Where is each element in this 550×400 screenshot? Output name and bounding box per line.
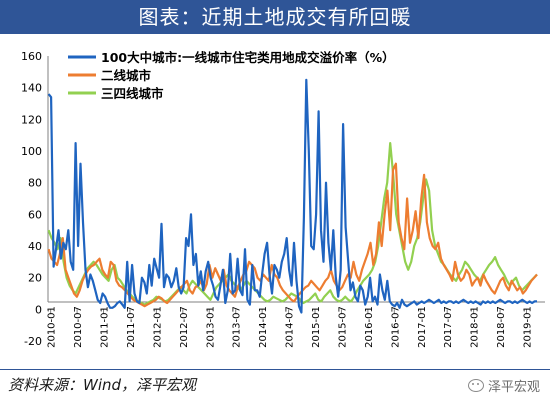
x-tick-label: 2018-01 bbox=[470, 306, 481, 348]
x-tick-label: 2017-07 bbox=[443, 306, 454, 348]
y-axis: -20 0 20 40 60 80 100 120 140 160 bbox=[21, 50, 49, 348]
x-tick-label: 2016-07 bbox=[390, 306, 401, 348]
legend-item-tier100: 100大中城市:一线城市住宅类用地成交溢价率（%） bbox=[68, 50, 395, 65]
title-bar bbox=[0, 0, 550, 34]
watermark: 泽平宏观 bbox=[467, 376, 540, 395]
series-line-tier100 bbox=[47, 78, 537, 314]
y-tick-label: 0 bbox=[35, 303, 42, 316]
y-tick-label: 140 bbox=[21, 82, 42, 95]
x-tick-label: 2014-07 bbox=[285, 306, 296, 348]
watermark-text: 泽平宏观 bbox=[487, 380, 540, 395]
x-axis: 2010-01 2010-07 2011-01 2011-07 2012-01 2012-… bbox=[47, 301, 545, 348]
legend-item-tier34: 三四线城市 bbox=[68, 86, 164, 101]
x-tick-label: 2010-01 bbox=[47, 306, 58, 348]
y-tick-label: 120 bbox=[21, 113, 42, 126]
y-tick-label: 60 bbox=[28, 208, 42, 221]
legend-label-tier100: 100大中城市:一线城市住宅类用地成交溢价率（%） bbox=[101, 50, 395, 65]
x-tick-label: 2010-07 bbox=[73, 306, 84, 348]
y-tick-label: 100 bbox=[21, 145, 42, 158]
x-tick-label: 2016-01 bbox=[364, 306, 375, 348]
legend-item-tier2: 二线城市 bbox=[68, 68, 152, 83]
legend: 100大中城市:一线城市住宅类用地成交溢价率（%） 二线城市 三四线城市 bbox=[68, 50, 395, 101]
wechat-icon bbox=[467, 379, 484, 392]
x-tick-label: 2014-01 bbox=[258, 306, 269, 348]
x-tick-label: 2015-01 bbox=[311, 306, 322, 348]
x-tick-label: 2012-01 bbox=[152, 306, 163, 348]
footer-divider bbox=[0, 369, 550, 370]
page-title: 图表：近期土地成交有所回暖 bbox=[138, 5, 412, 29]
y-tick-label: 40 bbox=[28, 240, 42, 253]
legend-label-tier2: 二线城市 bbox=[101, 68, 152, 83]
x-tick-label: 2013-07 bbox=[232, 306, 243, 348]
x-tick-label: 2011-01 bbox=[100, 306, 111, 348]
y-tick-label: 20 bbox=[28, 272, 42, 285]
y-tick-label: -20 bbox=[24, 335, 42, 348]
x-tick-label: 2018-07 bbox=[496, 306, 507, 348]
series-layer bbox=[47, 78, 538, 314]
x-tick-label: 2019-01 bbox=[522, 306, 533, 348]
x-tick-label: 2013-01 bbox=[205, 306, 216, 348]
x-tick-label: 2012-07 bbox=[179, 306, 190, 348]
y-tick-label: 160 bbox=[21, 50, 42, 63]
x-tick-label: 2011-07 bbox=[126, 306, 137, 348]
legend-label-tier34: 三四线城市 bbox=[101, 86, 164, 101]
source-note: 资料来源：Wind，泽平宏观 bbox=[8, 376, 197, 394]
x-tick-label: 2015-07 bbox=[337, 306, 348, 348]
y-tick-label: 80 bbox=[28, 177, 42, 190]
x-tick-label: 2017-01 bbox=[417, 306, 428, 348]
